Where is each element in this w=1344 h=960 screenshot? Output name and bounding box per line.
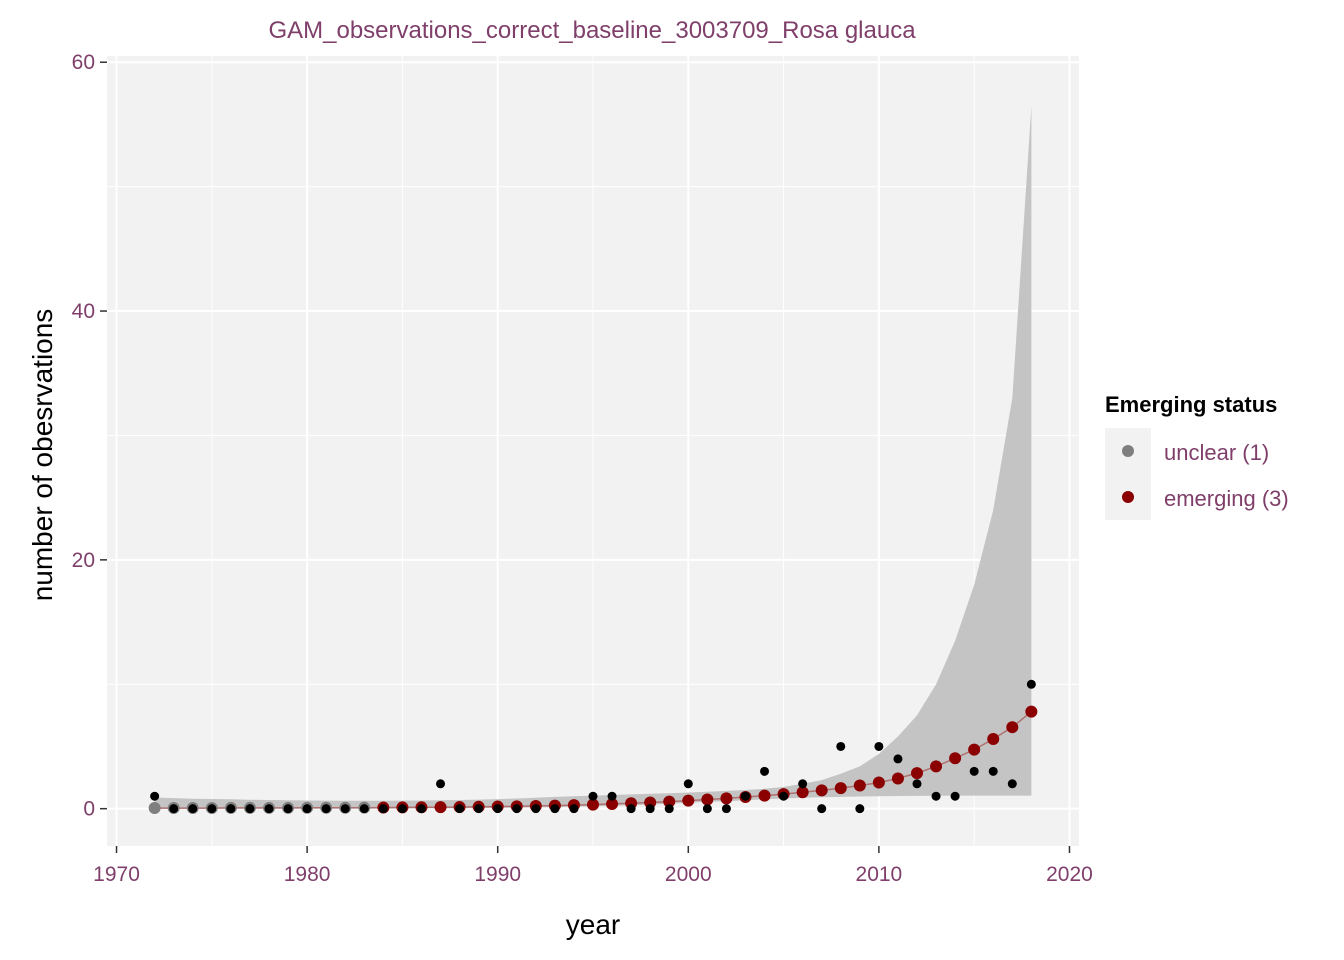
observed-point — [645, 804, 655, 814]
observed-point — [569, 804, 579, 814]
observed-point — [1007, 779, 1017, 789]
observed-point — [817, 804, 827, 814]
observed-point — [836, 741, 846, 751]
fitted-point-emerging — [1006, 721, 1019, 734]
fitted-point-emerging — [834, 782, 847, 795]
fitted-point-emerging — [891, 772, 904, 785]
fitted-point-emerging — [949, 752, 962, 765]
fitted-point-emerging — [701, 793, 714, 806]
observed-points — [150, 679, 1036, 814]
observed-point — [245, 804, 255, 814]
observed-point — [359, 804, 369, 814]
fitted-point-emerging — [682, 794, 695, 807]
x-tick-label: 1990 — [474, 863, 521, 886]
y-axis: 0 20 40 60 — [72, 51, 107, 821]
chart-title: GAM_observations_correct_baseline_300370… — [268, 17, 916, 44]
x-axis: 1970 1980 1990 2000 2010 2020 — [93, 846, 1093, 886]
x-tick-label: 2010 — [856, 863, 903, 886]
observed-point — [683, 779, 693, 789]
observed-point — [740, 791, 750, 801]
observed-point — [798, 779, 808, 789]
fitted-point-emerging — [930, 760, 943, 773]
fitted-point-emerging — [720, 792, 733, 805]
grid-minor — [107, 56, 1079, 846]
observed-point — [760, 766, 770, 776]
observed-point — [207, 804, 217, 814]
observed-point — [931, 791, 941, 801]
legend-key-background — [1105, 428, 1151, 520]
observed-point — [474, 804, 484, 814]
fitted-point-emerging — [872, 776, 885, 789]
fitted-point-emerging — [911, 767, 923, 780]
observed-point — [550, 804, 560, 814]
y-axis-title: number of obesrvations — [27, 309, 58, 602]
observed-point — [969, 766, 979, 776]
observed-point — [455, 804, 465, 814]
observed-point — [169, 804, 179, 814]
fitted-point-emerging — [434, 801, 447, 814]
observed-point — [264, 804, 274, 814]
x-tick-label: 2020 — [1046, 863, 1093, 886]
observed-point — [588, 791, 598, 801]
fitted-point-emerging — [796, 786, 809, 799]
x-axis-title: year — [566, 909, 620, 940]
observed-point — [150, 791, 160, 801]
observed-point — [493, 804, 503, 814]
observed-point — [302, 804, 312, 814]
legend-label-unclear: unclear (1) — [1164, 440, 1269, 465]
observed-point — [436, 779, 446, 789]
observed-point — [226, 804, 236, 814]
observed-point — [702, 804, 712, 814]
x-tick-label: 1970 — [93, 863, 140, 886]
observed-point — [416, 804, 426, 814]
observed-point — [378, 804, 388, 814]
fitted-point-emerging — [606, 797, 619, 810]
observed-point — [912, 779, 922, 789]
y-tick-label: 20 — [72, 549, 95, 572]
observed-point — [950, 791, 960, 801]
fitted-point-emerging — [815, 784, 828, 797]
legend-label-emerging: emerging (3) — [1164, 486, 1289, 511]
fitted-point-emerging — [758, 789, 771, 802]
observed-point — [988, 766, 998, 776]
legend-key-unclear — [1122, 445, 1134, 457]
y-tick-label: 60 — [72, 51, 95, 74]
observed-point — [340, 804, 350, 814]
y-tick-label: 0 — [83, 798, 95, 821]
legend: Emerging status unclear (1) emerging (3) — [1105, 392, 1289, 520]
confidence-band — [154, 105, 1032, 809]
fitted-point-emerging — [663, 795, 676, 808]
fitted-point-emerging — [1025, 705, 1038, 718]
observed-point — [855, 804, 865, 814]
observed-point — [626, 804, 636, 814]
fitted-point-emerging — [987, 733, 1000, 746]
fitted-point-emerging — [587, 798, 599, 811]
observed-point — [779, 791, 789, 801]
observed-point — [664, 804, 674, 814]
observed-point — [893, 754, 903, 764]
observed-point — [721, 804, 731, 814]
observed-point — [283, 804, 293, 814]
legend-title: Emerging status — [1105, 392, 1277, 417]
observed-point — [607, 791, 617, 801]
observed-point — [512, 804, 522, 814]
observed-point — [321, 804, 331, 814]
fitted-point-unclear — [148, 802, 161, 815]
observed-point — [1026, 679, 1036, 689]
observed-point — [531, 804, 541, 814]
fitted-point-emerging — [853, 779, 866, 792]
x-tick-label: 1980 — [284, 863, 331, 886]
fitted-point-emerging — [968, 743, 981, 756]
legend-key-emerging — [1122, 491, 1134, 503]
y-tick-label: 40 — [72, 300, 95, 323]
x-tick-label: 2000 — [665, 863, 712, 886]
observed-point — [188, 804, 198, 814]
observed-point — [397, 804, 407, 814]
observed-point — [874, 741, 884, 751]
